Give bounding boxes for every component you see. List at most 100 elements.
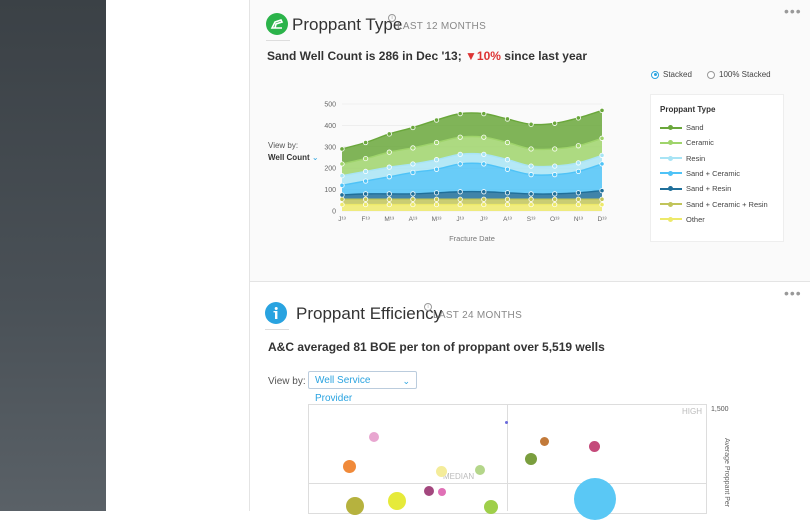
data-point[interactable] <box>433 157 440 163</box>
data-point[interactable] <box>481 111 487 117</box>
data-point[interactable] <box>339 173 345 179</box>
data-point[interactable] <box>575 143 581 149</box>
data-point[interactable] <box>410 145 416 151</box>
data-point[interactable] <box>504 190 511 196</box>
bubble[interactable] <box>574 478 616 520</box>
data-point[interactable] <box>575 190 581 196</box>
data-point[interactable] <box>504 157 511 163</box>
data-point[interactable] <box>528 172 534 178</box>
data-point[interactable] <box>386 191 392 197</box>
data-point[interactable] <box>386 196 392 202</box>
data-point[interactable] <box>481 151 487 157</box>
bubble[interactable] <box>505 421 508 424</box>
data-point[interactable] <box>433 201 440 208</box>
data-point[interactable] <box>386 164 392 170</box>
stacked-radio[interactable]: Stacked <box>651 70 692 79</box>
view-by-select[interactable]: Well Service Provider ⌄ <box>308 371 417 404</box>
data-point[interactable] <box>410 124 416 131</box>
data-point[interactable] <box>599 201 605 208</box>
bubble[interactable] <box>525 453 537 465</box>
data-point[interactable] <box>339 161 345 167</box>
data-point[interactable] <box>363 139 369 146</box>
data-point[interactable] <box>552 172 558 178</box>
data-point[interactable] <box>386 149 392 155</box>
data-point[interactable] <box>599 152 605 158</box>
data-point[interactable] <box>481 189 487 195</box>
legend-item[interactable]: Ceramic <box>660 138 714 147</box>
data-point[interactable] <box>410 169 416 176</box>
legend-item[interactable]: Other <box>660 215 705 224</box>
view-by-control[interactable]: View by: Well Count ⌄ <box>268 140 319 164</box>
data-point[interactable] <box>528 201 534 208</box>
data-point[interactable] <box>552 201 558 208</box>
percent-stacked-radio[interactable]: 100% Stacked <box>707 70 771 79</box>
data-point[interactable] <box>386 174 392 180</box>
data-point[interactable] <box>599 107 605 114</box>
data-point[interactable] <box>552 146 558 152</box>
data-point[interactable] <box>575 168 581 175</box>
data-point[interactable] <box>363 191 369 197</box>
data-point[interactable] <box>552 163 558 169</box>
data-point[interactable] <box>386 201 392 208</box>
data-point[interactable] <box>504 116 511 122</box>
data-point[interactable] <box>339 196 345 202</box>
info-icon[interactable]: i <box>388 14 396 22</box>
data-point[interactable] <box>504 139 511 146</box>
data-point[interactable] <box>599 161 605 167</box>
data-point[interactable] <box>339 146 345 152</box>
data-point[interactable] <box>552 191 558 197</box>
data-point[interactable] <box>528 163 534 169</box>
data-point[interactable] <box>363 168 369 175</box>
data-point[interactable] <box>504 166 511 172</box>
bubble[interactable] <box>540 437 549 446</box>
data-point[interactable] <box>575 196 581 202</box>
data-point[interactable] <box>433 139 440 146</box>
data-point[interactable] <box>386 131 392 137</box>
legend-item[interactable]: Sand + Ceramic <box>660 169 740 178</box>
data-point[interactable] <box>504 201 511 208</box>
data-point[interactable] <box>410 196 416 202</box>
bubble[interactable] <box>369 432 379 442</box>
panel-menu-button[interactable]: ••• <box>784 285 802 301</box>
bubble[interactable] <box>484 500 498 514</box>
data-point[interactable] <box>433 166 440 172</box>
data-point[interactable] <box>339 201 345 208</box>
data-point[interactable] <box>457 189 463 195</box>
bubble[interactable] <box>346 497 364 515</box>
data-point[interactable] <box>528 196 534 202</box>
data-point[interactable] <box>575 160 581 166</box>
legend-item[interactable]: Sand <box>660 123 704 132</box>
data-point[interactable] <box>504 196 511 202</box>
info-icon[interactable]: i <box>424 303 432 311</box>
bubble[interactable] <box>589 441 600 452</box>
data-point[interactable] <box>433 117 440 123</box>
data-point[interactable] <box>363 196 369 202</box>
data-point[interactable] <box>528 146 534 152</box>
legend-item[interactable]: Sand + Resin <box>660 184 731 193</box>
data-point[interactable] <box>410 201 416 208</box>
data-point[interactable] <box>410 161 416 167</box>
data-point[interactable] <box>552 196 558 202</box>
data-point[interactable] <box>433 196 440 202</box>
bubble[interactable] <box>438 488 446 496</box>
data-point[interactable] <box>481 134 487 140</box>
data-point[interactable] <box>339 182 345 188</box>
bubble[interactable] <box>343 460 356 473</box>
data-point[interactable] <box>339 192 345 198</box>
data-point[interactable] <box>457 201 463 208</box>
data-point[interactable] <box>552 120 558 126</box>
bubble[interactable] <box>475 465 485 475</box>
panel-menu-button[interactable]: ••• <box>784 3 802 19</box>
bubble[interactable] <box>388 492 406 510</box>
data-point[interactable] <box>528 191 534 197</box>
data-point[interactable] <box>481 161 487 167</box>
legend-item[interactable]: Resin <box>660 154 705 163</box>
data-point[interactable] <box>528 121 534 127</box>
bubble[interactable] <box>436 466 447 477</box>
data-point[interactable] <box>599 135 605 141</box>
data-point[interactable] <box>363 201 369 208</box>
data-point[interactable] <box>481 201 487 208</box>
data-point[interactable] <box>457 196 463 202</box>
data-point[interactable] <box>433 190 440 196</box>
data-point[interactable] <box>575 115 581 121</box>
